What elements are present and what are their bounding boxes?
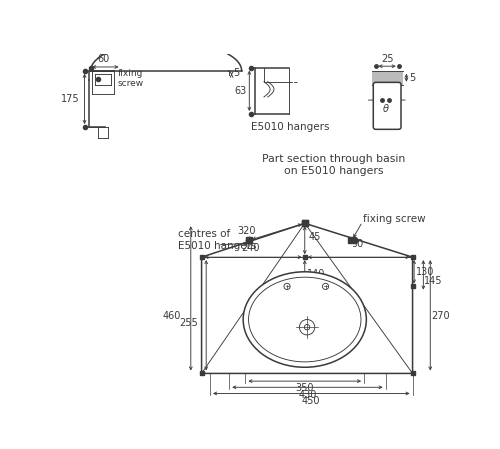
Text: fixing
screw: fixing screw <box>118 69 144 88</box>
Text: $\theta$: $\theta$ <box>382 101 390 114</box>
Text: 45: 45 <box>308 232 321 242</box>
Text: E5010 hangers: E5010 hangers <box>251 122 330 132</box>
Text: 130: 130 <box>416 267 435 277</box>
Ellipse shape <box>248 277 361 362</box>
Text: 240: 240 <box>242 242 260 252</box>
Text: 270: 270 <box>431 311 450 321</box>
Text: 5: 5 <box>408 73 415 83</box>
Text: 320: 320 <box>238 226 256 236</box>
Text: Part section through basin
on E5010 hangers: Part section through basin on E5010 hang… <box>262 154 405 176</box>
Text: fixing screw: fixing screw <box>362 215 425 224</box>
Ellipse shape <box>243 272 366 367</box>
Text: centres of
E5010 hangers: centres of E5010 hangers <box>178 229 256 251</box>
Text: 430: 430 <box>298 390 316 400</box>
Text: 25: 25 <box>381 54 394 64</box>
Text: 175: 175 <box>60 94 79 104</box>
Text: 255: 255 <box>180 318 199 328</box>
Text: 63: 63 <box>235 86 247 96</box>
Text: 460: 460 <box>162 311 181 321</box>
Text: 140: 140 <box>307 269 326 279</box>
Text: 5: 5 <box>233 68 239 78</box>
Text: 90: 90 <box>351 239 363 249</box>
FancyBboxPatch shape <box>374 82 401 129</box>
Text: 350: 350 <box>296 383 314 393</box>
Text: 145: 145 <box>424 276 442 286</box>
Text: 60: 60 <box>98 54 110 64</box>
Text: 450: 450 <box>302 396 320 406</box>
Bar <box>372 71 402 85</box>
